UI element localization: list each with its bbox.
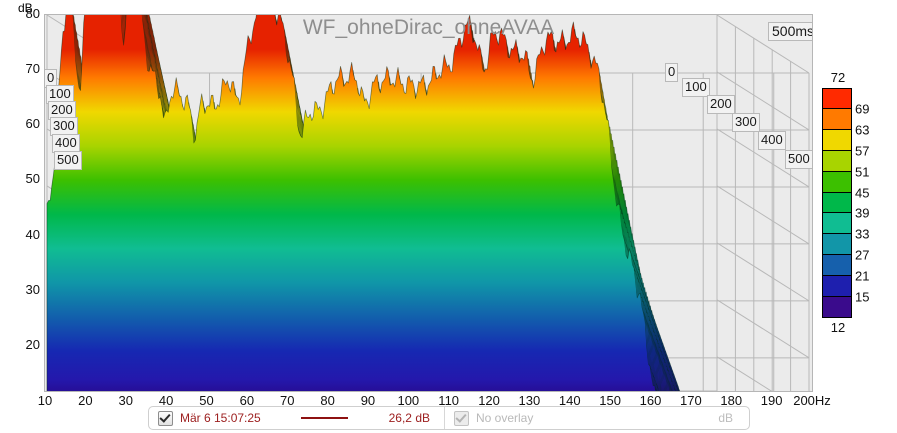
x-axis: 10 20 30 40 50 60 70 80 90 100 110 120 130 140 150 160 1… <box>0 393 897 411</box>
waterfall-slice <box>46 15 656 391</box>
overlay-checkbox[interactable] <box>454 410 469 426</box>
legend-top-value: 72 <box>830 70 846 85</box>
legend-tick-label: 57 <box>855 143 870 159</box>
legend-tick-label: 33 <box>855 226 870 242</box>
legend-swatch <box>822 213 852 235</box>
z-axis-label-left: 200 <box>48 101 76 120</box>
x-axis-tick: 160 <box>639 393 662 408</box>
x-axis-tick: 20 <box>78 393 93 408</box>
z-axis-label-right: 500 <box>785 150 812 169</box>
x-axis-tick: 60 <box>239 393 255 408</box>
z-axis-label-right: 300 <box>732 113 760 132</box>
legend-swatch <box>822 88 852 109</box>
x-axis-tick: 190 <box>760 393 783 408</box>
legend-swatch <box>822 129 852 151</box>
legend-swatch <box>822 192 852 214</box>
z-axis-label-left: 300 <box>50 117 78 136</box>
x-axis-tick: 140 <box>558 393 581 408</box>
x-axis-tick: 100 <box>397 393 420 408</box>
x-axis-tick: 130 <box>518 393 541 408</box>
x-axis-tick: 50 <box>199 393 214 408</box>
legend-swatch <box>822 108 852 130</box>
legend-tick-label: 69 <box>855 101 870 117</box>
y-axis-unit-label: dB <box>18 1 33 15</box>
x-axis-tick: 10 <box>37 393 53 408</box>
z-axis-label-left: 500 <box>54 151 82 170</box>
legend-swatch <box>822 150 852 172</box>
y-axis-tick: 20 <box>25 336 40 352</box>
z-axis-label-right: 0 <box>665 63 679 82</box>
y-axis-tick: 60 <box>25 116 40 132</box>
y-axis-tick: 40 <box>25 226 40 242</box>
overlay-value: dB <box>718 411 733 425</box>
color-scale-legend[interactable] <box>822 88 852 318</box>
x-axis-tick: 170 <box>680 393 702 408</box>
x-axis-tick: 40 <box>158 393 174 408</box>
x-axis-tick: 180 <box>720 393 743 408</box>
z-axis-label-left: 400 <box>52 134 80 153</box>
legend-tick-label: 45 <box>855 185 870 201</box>
x-axis-tick: 30 <box>118 393 133 408</box>
measurement-label: Mär 6 15:07:25 <box>180 411 261 425</box>
z-axis-label-right: 400 <box>758 131 786 150</box>
measurement-checkbox[interactable] <box>158 410 173 426</box>
waterfall-slices <box>46 15 681 391</box>
x-axis-tick: 110 <box>438 393 460 408</box>
measurement-value: 26,2 dB <box>388 411 430 425</box>
z-axis-label-left: 100 <box>46 85 74 104</box>
x-axis-tick: 120 <box>478 393 500 408</box>
legend-tick-label: 27 <box>855 247 870 263</box>
x-axis-tick: 80 <box>320 393 335 408</box>
y-axis-tick: 30 <box>25 281 40 297</box>
overlay-label: No overlay <box>476 411 534 425</box>
waterfall-surface <box>46 15 810 391</box>
plot-area[interactable]: WF_ohneDirac_ohneAVAA 0 100 200 300 400 500 0 1… <box>44 14 813 392</box>
legend-tick-label: 39 <box>855 205 870 221</box>
y-axis-tick: 50 <box>25 171 40 187</box>
legend-swatch <box>822 276 852 298</box>
x-axis-tick: 70 <box>279 393 295 408</box>
z-axis-label-right: 200 <box>707 95 735 114</box>
legend-tick-label: 15 <box>855 289 870 305</box>
x-axis-tick: 150 <box>599 393 622 408</box>
z-axis-label-right: 100 <box>682 78 710 97</box>
legend-entry-overlay[interactable]: No overlay dB <box>445 407 749 429</box>
legend-bottom-value: 12 <box>830 320 846 335</box>
y-axis: 80 70 60 50 40 30 20 <box>0 0 40 395</box>
legend-tick-label: 21 <box>855 268 870 284</box>
legend-swatch <box>822 171 852 193</box>
x-axis-tick: 90 <box>360 393 376 408</box>
legend-swatch <box>822 255 852 277</box>
legend-tick-label: 63 <box>855 122 870 138</box>
z-axis-unit-label: 500ms <box>768 22 812 41</box>
legend-divider <box>444 407 445 429</box>
legend-entry-measurement[interactable]: Mär 6 15:07:25 26,2 dB <box>149 407 444 429</box>
legend-swatch <box>822 234 852 256</box>
measurement-color-line <box>301 417 349 419</box>
measurement-legend-bar[interactable]: Mär 6 15:07:25 26,2 dB No overlay dB <box>148 406 750 430</box>
legend-swatch <box>822 297 852 318</box>
y-axis-tick: 80 <box>25 6 40 21</box>
x-axis-tick: 200Hz <box>793 393 831 408</box>
y-axis-tick: 70 <box>25 61 40 77</box>
legend-tick-label: 51 <box>855 164 870 180</box>
